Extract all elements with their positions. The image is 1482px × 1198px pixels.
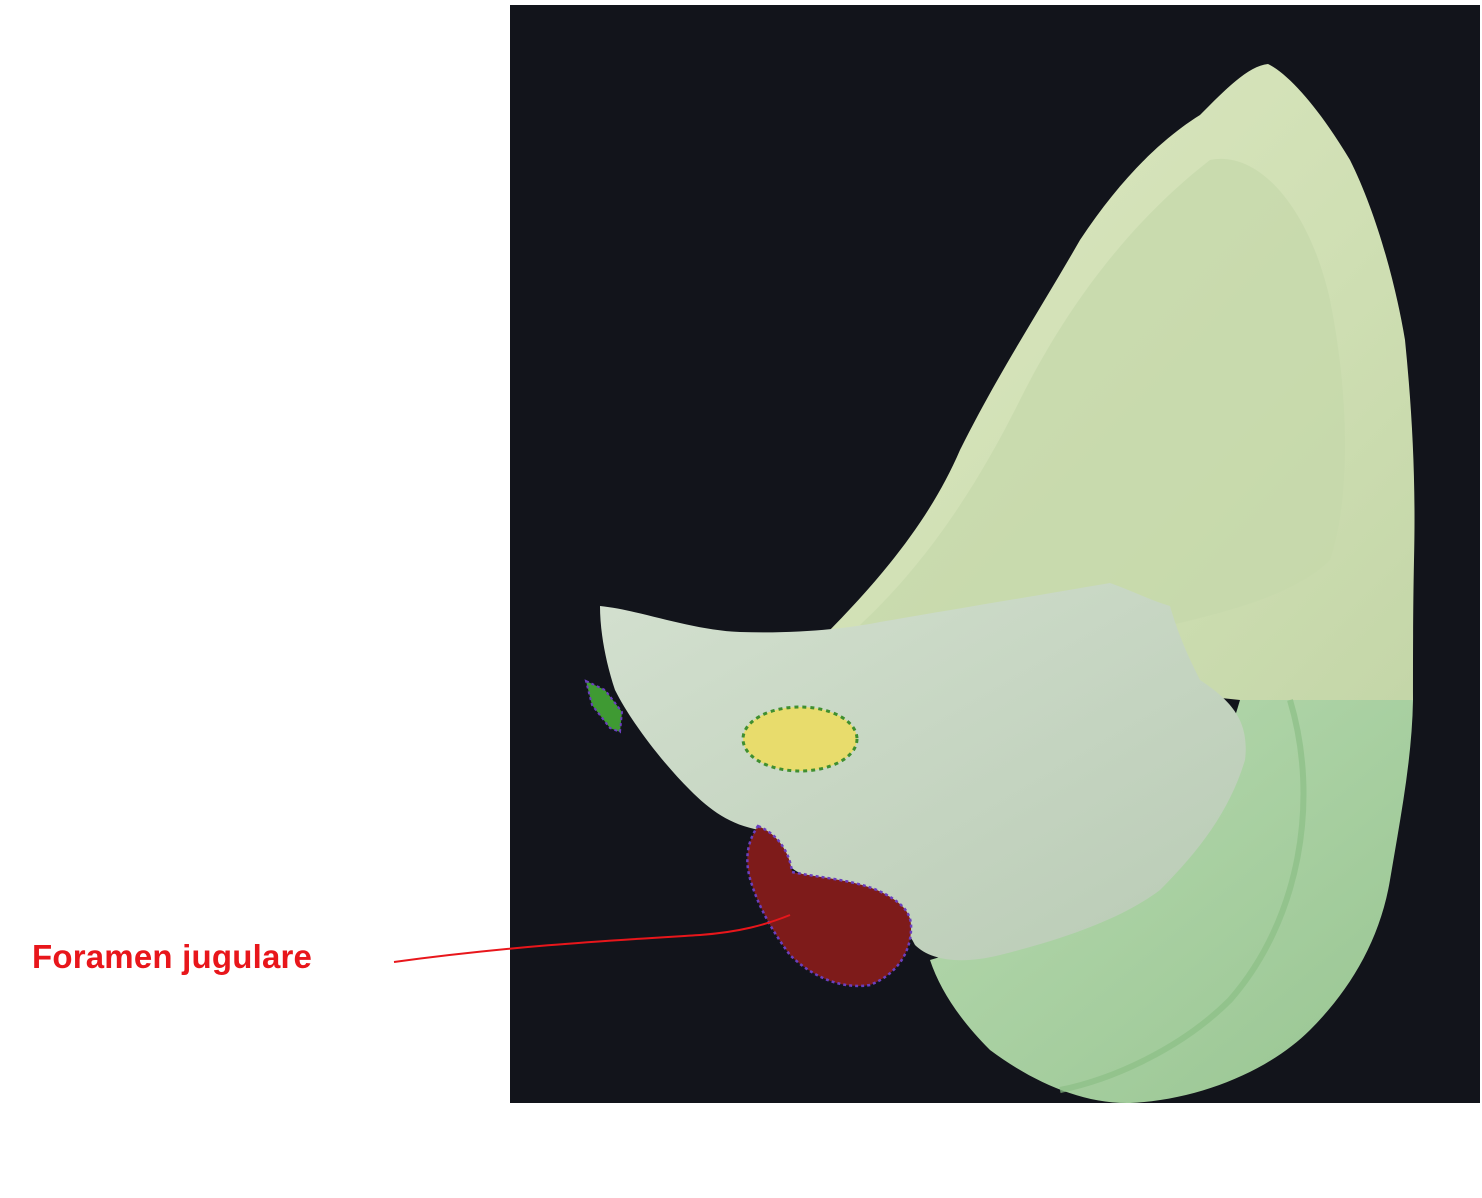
highlight-yellow-opening (743, 707, 857, 771)
annotation-label-foramen-jugulare: Foramen jugulare (32, 938, 312, 976)
